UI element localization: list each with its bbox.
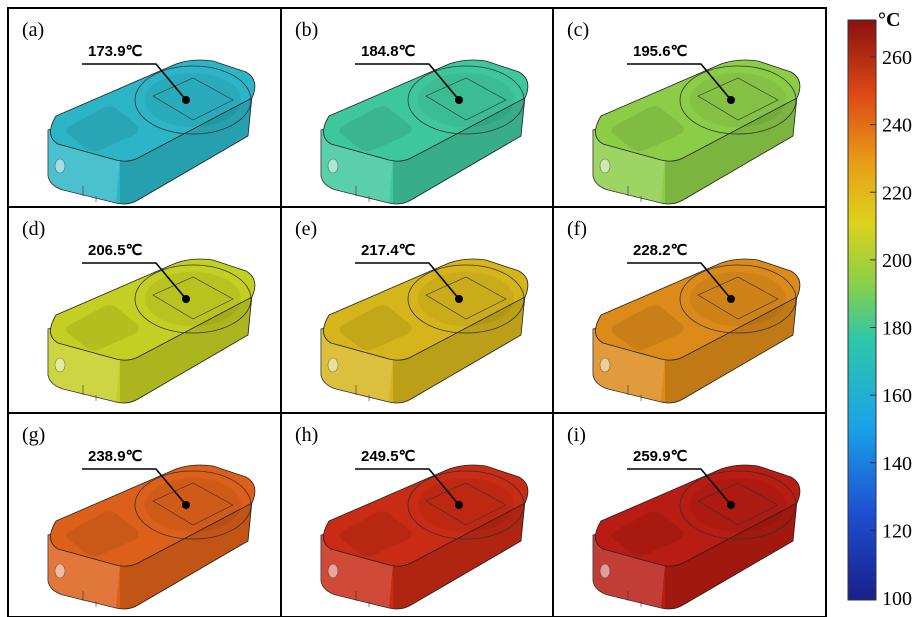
colorbar-unit: °C (878, 9, 900, 31)
panel: (b) 184.8℃ (281, 8, 553, 207)
part-hole (600, 564, 610, 578)
panel-label: (f) (567, 218, 587, 240)
panel: (g) 238.9℃ (8, 413, 281, 617)
panel-label: (h) (295, 424, 318, 446)
colorbar-tick-label: 240 (882, 115, 912, 137)
temperature-label: 238.9℃ (88, 448, 143, 465)
panel-label: (b) (295, 19, 318, 41)
colorbar-tick-label: 120 (882, 520, 912, 542)
figure: °C (a)173.9℃(b)184.8℃(c)195.6℃(d)206.5℃(… (0, 0, 919, 617)
probe-point (727, 96, 735, 104)
part-hole (328, 159, 338, 173)
part (321, 60, 528, 204)
colorbar-tick-label: 180 (882, 318, 912, 340)
part (48, 465, 255, 609)
temperature-label: 173.9℃ (88, 43, 143, 60)
part (48, 60, 255, 204)
panel-label: (c) (567, 19, 589, 41)
colorbar-tick-label: 140 (882, 453, 912, 475)
colorbar-tick-label: 260 (882, 47, 912, 69)
panel-label: (a) (22, 19, 44, 41)
part (593, 465, 800, 609)
temperature-label: 184.8℃ (361, 43, 416, 60)
temperature-label: 206.5℃ (88, 242, 143, 259)
part (593, 60, 800, 204)
panel: (a) 173.9℃ (8, 8, 281, 207)
probe-point (182, 96, 190, 104)
panel: (i) 259.9℃ (553, 413, 826, 617)
part (321, 465, 528, 609)
temperature-label: 195.6℃ (633, 43, 688, 60)
part (593, 259, 800, 403)
probe-point (727, 295, 735, 303)
part-hole (328, 358, 338, 372)
part (48, 259, 255, 403)
panel: (e) 217.4℃ (281, 207, 553, 413)
part-hole (328, 564, 338, 578)
panel-label: (g) (22, 424, 45, 446)
part-hole (600, 159, 610, 173)
colorbar-tick-label: 100 (882, 588, 912, 610)
panel-label: (i) (567, 424, 586, 446)
temperature-label: 228.2℃ (633, 242, 688, 259)
part-hole (55, 564, 65, 578)
probe-point (455, 501, 463, 509)
colorbar-tick-label: 160 (882, 385, 912, 407)
panel: (c) 195.6℃ (553, 8, 826, 207)
probe-point (455, 96, 463, 104)
probe-point (727, 501, 735, 509)
part-hole (55, 159, 65, 173)
panel-label: (e) (295, 218, 317, 240)
colorbar-tick-label: 200 (882, 250, 912, 272)
colorbar (848, 20, 876, 600)
part-hole (600, 358, 610, 372)
panel: (d) 206.5℃ (8, 207, 281, 413)
temperature-label: 249.5℃ (361, 448, 416, 465)
probe-point (455, 295, 463, 303)
colorbar-tick-label: 220 (882, 182, 912, 204)
temperature-label: 217.4℃ (361, 242, 416, 259)
part-hole (55, 358, 65, 372)
temperature-label: 259.9℃ (633, 448, 688, 465)
panel: (f) 228.2℃ (553, 207, 826, 413)
panel-label: (d) (22, 218, 45, 240)
panel: (h) 249.5℃ (281, 413, 553, 617)
probe-point (182, 501, 190, 509)
probe-point (182, 295, 190, 303)
part (321, 259, 528, 403)
